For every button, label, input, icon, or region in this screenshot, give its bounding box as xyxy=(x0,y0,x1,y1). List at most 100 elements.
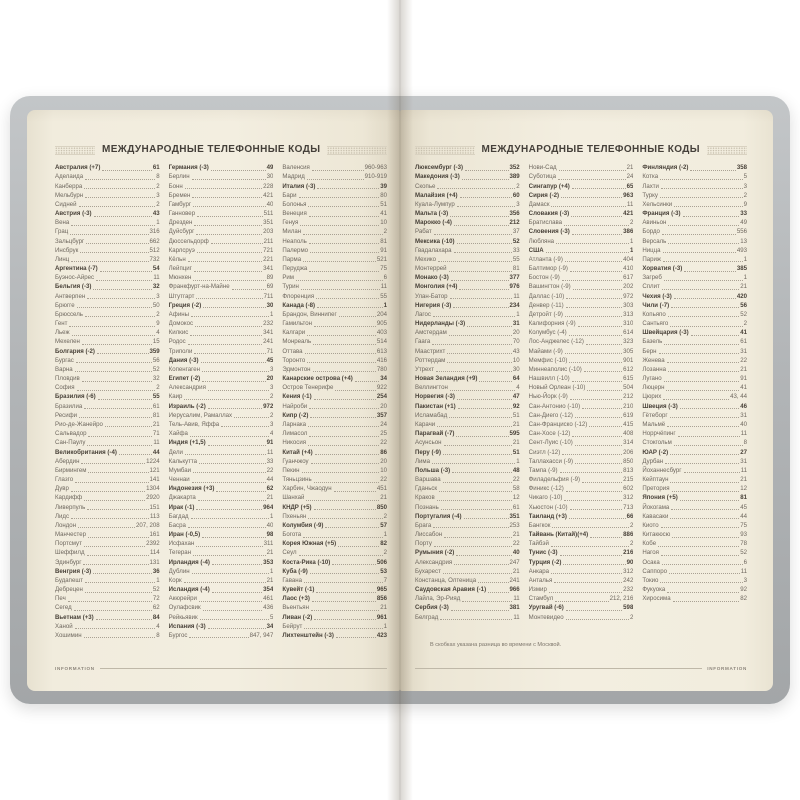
phone-code-value: 305 xyxy=(623,347,634,355)
place-label: Гент xyxy=(55,320,68,328)
dot-leader xyxy=(202,371,269,373)
place-label: Осака xyxy=(642,558,660,566)
country-code-row: Болгария (-2) 359 xyxy=(55,346,160,355)
place-label: Сан-Антонио (-10) xyxy=(528,402,581,410)
place-label: Пхеньян xyxy=(282,512,307,520)
dot-leader xyxy=(442,481,512,483)
phone-code-value: 81 xyxy=(152,411,160,419)
phone-code-value: 50 xyxy=(152,301,160,309)
city-code-row: Дебрецен 52 xyxy=(55,585,160,594)
city-code-row: Шеффилд 114 xyxy=(55,548,160,557)
country-code-row: Италия (-3) 39 xyxy=(282,181,387,190)
place-label: Белград xyxy=(415,613,439,621)
place-label: Брага xyxy=(415,521,432,529)
place-label: Констанца, Олтеница xyxy=(415,576,477,584)
place-label: Нидерланды (-3) xyxy=(415,320,466,328)
dot-leader xyxy=(566,298,623,300)
place-label: Тегеран xyxy=(168,549,192,557)
city-code-row: Мельбурн 3 xyxy=(55,191,160,200)
dot-leader xyxy=(459,197,512,199)
country-code-row: Кения (-1) 254 xyxy=(282,392,387,401)
place-label: Бельгия (-3) xyxy=(55,283,92,291)
phone-code-value: 52 xyxy=(152,586,160,594)
phone-code-value: 381 xyxy=(509,604,520,612)
dot-leader xyxy=(439,490,512,492)
place-label: Болонья xyxy=(282,200,307,208)
place-label: Парма xyxy=(282,255,302,263)
phone-code-value: 21 xyxy=(266,576,274,584)
dot-leader xyxy=(85,582,156,584)
phone-code-value: 1 xyxy=(156,219,160,227)
place-label: Лахти xyxy=(642,182,659,190)
place-label: Хайфа xyxy=(168,430,188,438)
city-code-row: Кёльн 221 xyxy=(169,255,274,264)
phone-code-value: 49 xyxy=(266,164,274,172)
place-label: Словакия (-3) xyxy=(528,210,570,218)
dot-leader xyxy=(673,444,743,446)
dot-leader xyxy=(81,343,152,345)
city-code-row: Ченнаи 44 xyxy=(169,475,274,484)
right-page: МЕЖДУНАРОДНЫЕ ТЕЛЕФОННЫЕ КОДЫ Люксембург… xyxy=(400,110,773,691)
phone-code-value: 81 xyxy=(740,494,748,502)
dot-leader xyxy=(589,426,623,428)
dot-leader xyxy=(190,334,263,336)
dot-leader xyxy=(306,499,380,501)
country-code-row: Парагвай (-7) 595 xyxy=(415,429,520,438)
dot-leader xyxy=(558,169,626,171)
phone-code-value: 2 xyxy=(629,540,634,548)
place-label: Портсмут xyxy=(55,540,82,548)
country-code-row: Нидерланды (-3) 31 xyxy=(415,319,520,328)
phone-code-value: 61 xyxy=(152,402,160,410)
dot-leader xyxy=(585,343,623,345)
city-code-row: Дюссельдорф 211 xyxy=(169,236,274,245)
city-code-row: Нашвилл (-10) 615 xyxy=(529,374,634,383)
phone-code-value: 57 xyxy=(380,521,388,529)
place-label: Бразилиа xyxy=(55,402,83,410)
place-label: Хошимин xyxy=(55,631,82,639)
city-code-row: Суботица 24 xyxy=(529,172,634,181)
place-label: Килкис xyxy=(168,329,189,337)
phone-code-value: 2 xyxy=(629,219,634,227)
phone-code-value: 2 xyxy=(743,320,748,328)
phone-code-value: 662 xyxy=(149,237,160,245)
city-code-row: Веллингтон 4 xyxy=(415,383,520,392)
place-label: Претория xyxy=(642,485,670,493)
place-label: Сплит xyxy=(642,283,660,291)
place-label: Греция (-2) xyxy=(168,301,202,309)
place-label: Мюнхен xyxy=(168,274,192,282)
dot-leader xyxy=(559,554,623,556)
place-label: Турин xyxy=(282,283,299,291)
phone-code-value: 2 xyxy=(629,613,634,621)
city-code-row: Авиньон 49 xyxy=(642,218,747,227)
place-label: Исфахан xyxy=(168,540,195,548)
dot-leader xyxy=(191,481,266,483)
city-code-row: Мемфис (-10) 901 xyxy=(529,356,634,365)
country-code-row: Швейцария (-3) 41 xyxy=(642,328,747,337)
place-label: Норрчёпинг xyxy=(642,430,676,438)
dot-leader xyxy=(488,591,509,593)
place-label: Глазго xyxy=(55,476,74,484)
city-code-row: Тегеран 21 xyxy=(169,548,274,557)
place-label: Малайзия (+4) xyxy=(415,191,458,199)
country-code-row: Бельгия (-3) 32 xyxy=(55,282,160,291)
place-label: Аргентина (-7) xyxy=(55,265,98,273)
country-code-row: Германия (-3) 49 xyxy=(169,163,274,172)
city-code-row: Тампа (-9) 813 xyxy=(529,466,634,475)
phone-code-value: 966 xyxy=(509,586,520,594)
place-label: Роттердам xyxy=(415,356,446,364)
place-label: Загреб xyxy=(642,274,662,282)
dot-leader xyxy=(447,353,512,355)
phone-code-value: 3 xyxy=(156,191,160,199)
phone-code-value: 711 xyxy=(263,292,274,300)
phone-code-value: 1 xyxy=(383,622,388,630)
dot-leader xyxy=(183,582,266,584)
country-code-row: Нигерия (-3) 234 xyxy=(415,301,520,310)
dot-leader xyxy=(670,518,740,520)
dot-leader xyxy=(202,536,266,538)
phone-code-value: 44 xyxy=(740,512,748,520)
city-code-row: Брюссель 2 xyxy=(55,310,160,319)
country-code-row: Хорватия (-3) 385 xyxy=(642,264,747,273)
place-label: Богота xyxy=(282,531,302,539)
place-label: ЮАР (-2) xyxy=(642,448,669,456)
dot-leader xyxy=(83,564,149,566)
